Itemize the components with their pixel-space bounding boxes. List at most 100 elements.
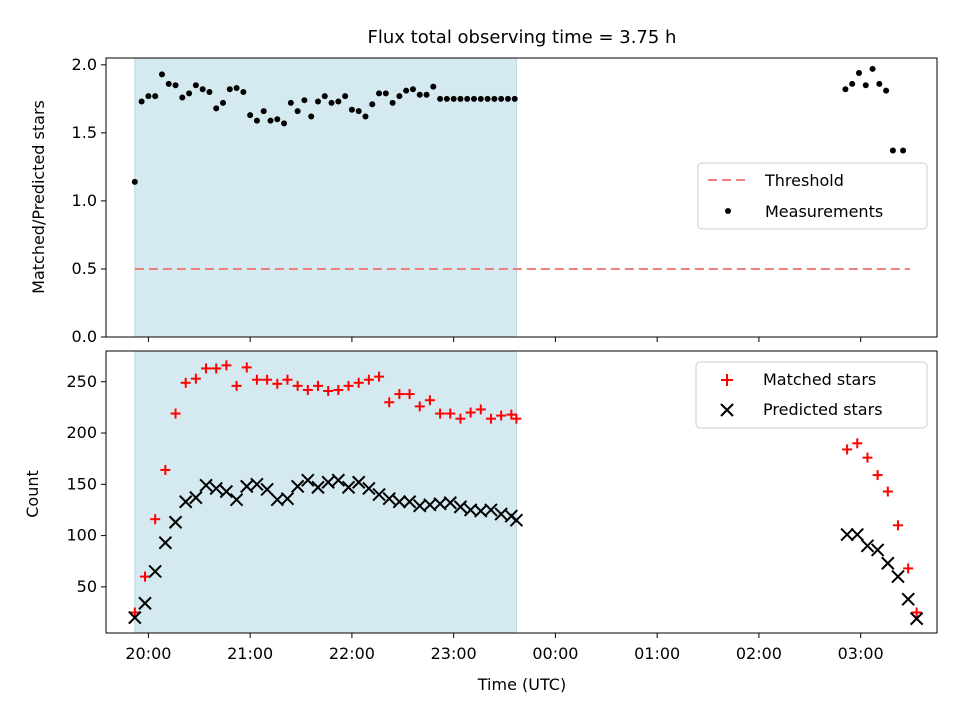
matched-star-point bbox=[404, 389, 415, 400]
measurement-point bbox=[165, 80, 172, 87]
measurement-point bbox=[396, 93, 403, 100]
x-stroke-b bbox=[891, 569, 905, 584]
x-stroke-b bbox=[509, 513, 524, 527]
x-stroke-b bbox=[270, 492, 284, 507]
ratio-y-ticks: 0.0 0.5 1.0 1.5 2.0 bbox=[72, 55, 106, 346]
measurement-point bbox=[308, 113, 315, 120]
measurement-point bbox=[301, 97, 308, 104]
predicted-star-point bbox=[382, 491, 396, 506]
x-stroke-b bbox=[372, 487, 386, 502]
matched-star-point bbox=[363, 374, 374, 385]
matched-legend-label: Matched stars bbox=[763, 370, 876, 389]
x-stroke-b bbox=[341, 480, 356, 495]
x-stroke-b bbox=[423, 498, 437, 512]
predicted-star-point bbox=[402, 495, 417, 509]
matched-star-point bbox=[170, 408, 181, 419]
predicted-star-point bbox=[209, 481, 223, 496]
y-tick-label: 200 bbox=[66, 423, 97, 442]
predicted-star-point bbox=[372, 487, 386, 502]
predicted-star-point bbox=[881, 556, 895, 570]
measurement-point bbox=[498, 95, 505, 102]
predicted-star-point bbox=[148, 564, 162, 579]
predicted-star-point bbox=[219, 484, 234, 499]
measurement-point bbox=[382, 90, 389, 97]
measurement-point bbox=[423, 91, 430, 98]
measurement-point bbox=[342, 93, 349, 100]
x-tick-label: 00:00 bbox=[532, 644, 578, 663]
predicted-star-point bbox=[860, 539, 875, 553]
predicted-star-point bbox=[158, 536, 173, 550]
measurement-points bbox=[131, 65, 907, 185]
measurement-point bbox=[240, 89, 247, 96]
x-stroke-b bbox=[168, 515, 183, 529]
ratio-legend-box bbox=[697, 162, 928, 230]
matched-star-point bbox=[445, 408, 456, 419]
predicted-star-point bbox=[280, 491, 295, 506]
matched-star-point bbox=[485, 413, 496, 424]
measurement-point bbox=[437, 95, 444, 102]
measurement-point bbox=[131, 178, 138, 185]
x-stroke-b bbox=[433, 497, 447, 511]
matched-star-point bbox=[872, 470, 883, 481]
measurement-point bbox=[328, 99, 335, 106]
measurement-point bbox=[145, 93, 152, 100]
measurement-point bbox=[900, 147, 907, 154]
y-tick-label: 100 bbox=[66, 526, 97, 545]
y-tick-label: 150 bbox=[66, 474, 97, 493]
measurement-point bbox=[457, 95, 464, 102]
ratio-y-axis-label: Matched/Predicted stars bbox=[29, 100, 48, 294]
predicted-star-point bbox=[341, 480, 356, 495]
threshold-legend-label: Threshold bbox=[764, 171, 844, 190]
count-axes-frame bbox=[105, 350, 938, 634]
matched-star-point bbox=[140, 571, 151, 582]
predicted-star-point bbox=[891, 569, 905, 584]
matched-star-point bbox=[262, 374, 273, 385]
measurement-point bbox=[883, 87, 890, 94]
matched-star-point bbox=[374, 371, 385, 382]
matched-star-point bbox=[312, 380, 323, 391]
x-stroke-b bbox=[290, 479, 305, 494]
count-points bbox=[128, 360, 924, 626]
measurement-point bbox=[253, 117, 260, 124]
x-axis-label: Time (UTC) bbox=[477, 675, 566, 694]
x-stroke-b bbox=[128, 610, 142, 625]
predicted-star-point bbox=[901, 592, 915, 606]
measurement-point bbox=[267, 117, 274, 124]
y-tick-label: 1.0 bbox=[72, 191, 97, 210]
matched-star-point bbox=[353, 377, 364, 388]
predicted-legend-marker bbox=[720, 403, 734, 417]
predicted-star-point bbox=[870, 543, 885, 557]
x-tick-label: 02:00 bbox=[736, 644, 782, 663]
y-tick-label: 0.0 bbox=[72, 327, 97, 346]
matched-star-point bbox=[201, 363, 212, 374]
x-stroke-b bbox=[321, 475, 335, 489]
x-stroke-b bbox=[362, 481, 376, 496]
measurement-point bbox=[464, 95, 471, 102]
measurement-point bbox=[362, 113, 369, 120]
measurement-point bbox=[876, 80, 883, 87]
x-stroke-b bbox=[484, 503, 498, 517]
y-tick-label: 50 bbox=[77, 577, 97, 596]
measurement-point bbox=[281, 120, 288, 127]
x-tick-label: 03:00 bbox=[838, 644, 884, 663]
predicted-star-point bbox=[484, 503, 498, 517]
x-stroke-b bbox=[209, 481, 223, 496]
count-y-axis-label: Count bbox=[23, 470, 42, 518]
measurement-point bbox=[443, 95, 450, 102]
x-tick-label: 22:00 bbox=[329, 644, 375, 663]
measurement-point bbox=[416, 91, 423, 98]
y-tick-label: 2.0 bbox=[72, 55, 97, 74]
predicted-star-point bbox=[168, 515, 183, 529]
predicted-star-point bbox=[179, 495, 193, 509]
matched-star-point bbox=[435, 408, 446, 419]
observing-window-shade bbox=[134, 57, 517, 338]
measurement-point bbox=[152, 93, 159, 100]
measurement-point bbox=[511, 95, 518, 102]
predicted-star-point bbox=[443, 496, 457, 510]
matched-star-point bbox=[160, 464, 171, 475]
matched-star-point bbox=[251, 374, 262, 385]
matched-star-point bbox=[852, 438, 863, 449]
measurement-point bbox=[158, 71, 165, 78]
matched-star-point bbox=[511, 413, 522, 424]
